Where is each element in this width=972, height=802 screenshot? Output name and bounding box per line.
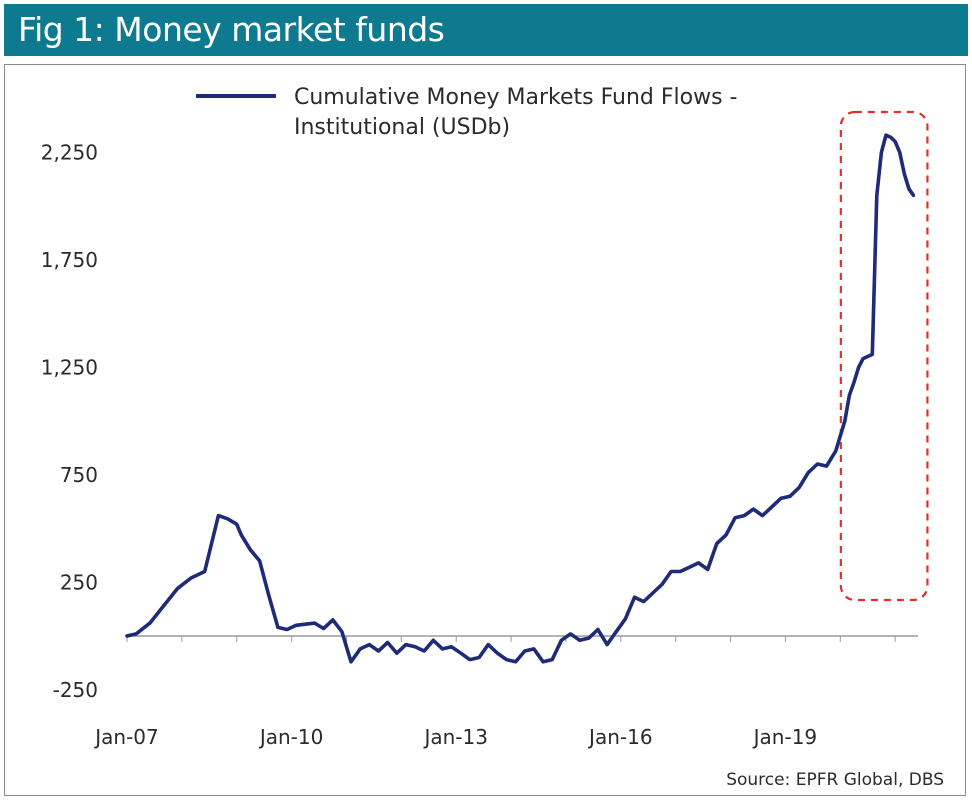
x-tick-label: Jan-13 — [422, 725, 488, 749]
x-tick-label: Jan-10 — [258, 725, 324, 749]
highlight-box — [839, 110, 929, 602]
chart-frame — [4, 64, 966, 796]
series-line — [125, 133, 916, 664]
y-tick-label: -250 — [53, 678, 98, 702]
figure-header: Fig 1: Money market funds — [4, 4, 968, 56]
x-tick-label: Jan-07 — [93, 725, 159, 749]
figure-title: Fig 1: Money market funds — [18, 10, 445, 49]
y-tick-label: 750 — [60, 463, 98, 487]
y-tick-label: 1,250 — [41, 355, 98, 379]
y-tick-label: 250 — [60, 570, 98, 594]
x-tick-label: Jan-16 — [587, 725, 653, 749]
legend-label: Cumulative Money Markets Fund Flows -Ins… — [294, 85, 737, 140]
y-tick-label: 2,250 — [41, 140, 98, 164]
y-tick-label: 1,750 — [41, 248, 98, 272]
x-tick-label: Jan-19 — [752, 725, 818, 749]
source-note: Source: EPFR Global, DBS — [726, 770, 944, 790]
